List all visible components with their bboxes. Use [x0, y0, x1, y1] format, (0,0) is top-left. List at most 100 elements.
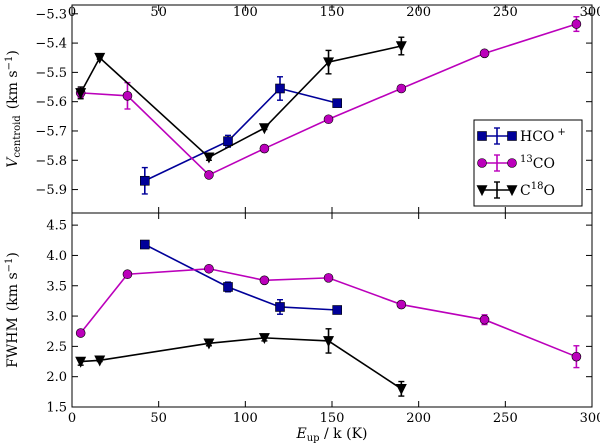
- y-tick-label: −5.7: [35, 124, 67, 139]
- x-tick-label: 250: [493, 411, 518, 426]
- data-point-hco: [140, 175, 150, 186]
- data-point-hco: [223, 136, 233, 147]
- y-axis-label-exp: −1: [4, 258, 15, 273]
- data-point-hco: [140, 239, 150, 250]
- y-axis-label-close: ): [5, 50, 21, 55]
- data-point-c18o: [75, 356, 87, 368]
- legend-label-pre: C: [520, 183, 531, 199]
- data-point-13co: [396, 299, 407, 310]
- y-axis-label: FWHM (km s−1): [4, 252, 21, 368]
- y-tick-label: 3.5: [46, 279, 67, 294]
- y-axis-label-exp: −1: [4, 56, 15, 71]
- x-tick-label-top: 300: [580, 5, 600, 20]
- x-axis-label: Eup / k (K): [295, 426, 367, 444]
- data-point-c18o: [94, 52, 106, 64]
- y-tick-label: −5.4: [35, 37, 67, 52]
- data-point-13co: [122, 91, 133, 101]
- x-tick-label: 0: [68, 411, 76, 426]
- data-point-hco: [332, 305, 343, 315]
- bottom-panel: 1.5 2.0 2.5 3.0 3.5 4.0 4.5 0 50 100 150 200 250 300 F…: [4, 212, 600, 444]
- y-tick-label: −5.5: [35, 66, 67, 81]
- legend-marker-c18o: [476, 185, 488, 197]
- x-tick-label: 150: [320, 411, 345, 426]
- legend-label-sup: 13: [520, 154, 533, 165]
- legend-marker-hco: [507, 131, 517, 141]
- legend-marker-13co: [477, 158, 487, 168]
- data-point-hco: [332, 98, 343, 108]
- data-point-c18o: [75, 88, 87, 100]
- series-line-hco: [144, 243, 338, 311]
- top-panel: −5.9 −5.8 −5.7 −5.6 −5.5 −5.4 −5.3 0 50 100 150 200…: [4, 4, 600, 214]
- x-tick-label: 50: [150, 411, 167, 426]
- y-axis-label-main: FWHM: [5, 317, 21, 368]
- series-line-c18o: [80, 337, 402, 390]
- data-point-c18o: [258, 123, 270, 135]
- data-point-hco: [275, 83, 285, 94]
- series-line-13co: [80, 267, 577, 358]
- x-tick-label: 300: [580, 411, 600, 426]
- data-point-c18o: [203, 152, 215, 164]
- x-axis-label-sub: up: [307, 433, 320, 444]
- legend-marker-c18o: [506, 185, 518, 197]
- data-point-c18o: [258, 333, 270, 345]
- data-point-c18o: [94, 355, 106, 367]
- data-point-c18o: [323, 336, 335, 348]
- x-tick-label-top: 150: [320, 5, 345, 20]
- data-point-13co: [571, 19, 582, 29]
- y-tick-label: −5.8: [35, 154, 67, 169]
- x-tick-label-top: 100: [233, 5, 258, 20]
- y-tick-label: −5.3: [35, 7, 67, 22]
- data-point-c18o: [395, 41, 407, 53]
- legend-label-sup: +: [557, 127, 565, 138]
- data-point-13co: [204, 170, 214, 180]
- data-point-13co: [323, 114, 334, 125]
- y-axis-label-close: ): [5, 252, 21, 257]
- x-axis-label-rest: / k (K): [320, 426, 368, 442]
- y-axis-label-main: V: [5, 156, 21, 168]
- data-point-13co: [323, 273, 334, 283]
- y-tick-label: 4.0: [46, 249, 67, 264]
- data-point-c18o: [203, 338, 215, 350]
- data-point-13co: [479, 314, 490, 325]
- data-point-13co: [259, 143, 270, 154]
- data-point-c18o: [323, 57, 335, 69]
- x-tick-label-top: 50: [150, 5, 167, 20]
- data-point-c18o: [395, 384, 407, 395]
- y-tick-label: 1.5: [46, 401, 67, 416]
- series-line-13co: [80, 23, 577, 176]
- data-point-hco: [223, 282, 233, 292]
- y-tick-label: 2.5: [46, 340, 67, 355]
- data-point-13co: [122, 269, 133, 280]
- legend-label-main: O: [543, 183, 554, 199]
- data-point-13co: [571, 351, 582, 362]
- series-line-hco: [144, 87, 338, 182]
- x-tick-label-top: 200: [406, 5, 431, 20]
- y-axis-label-sub: centroid: [12, 115, 23, 158]
- series-line-c18o: [79, 45, 402, 159]
- y-axis-label-unit: (km s: [5, 70, 21, 109]
- y-tick-label: −5.9: [35, 183, 67, 198]
- data-point-hco: [275, 302, 285, 312]
- legend-marker-13co: [507, 158, 517, 168]
- legend-marker-hco: [477, 131, 487, 141]
- y-axis-label: Vcentroid (km s−1): [4, 50, 23, 168]
- data-point-13co: [479, 48, 490, 59]
- x-tick-label-top: 0: [68, 5, 76, 20]
- legend-label-main: CO: [533, 156, 555, 172]
- legend-label-main: HCO: [520, 129, 554, 145]
- data-point-13co: [396, 83, 407, 94]
- data-point-13co: [259, 275, 270, 286]
- y-tick-label: 4.5: [46, 219, 67, 234]
- x-tick-label: 200: [406, 411, 431, 426]
- data-point-13co: [204, 263, 214, 274]
- x-tick-label-top: 250: [493, 5, 518, 20]
- legend-label-c18o: C18O: [520, 181, 555, 199]
- legend-label-13co: 13CO: [520, 154, 555, 172]
- x-axis-label-main: E: [295, 426, 306, 442]
- legend-label-sup: 18: [531, 181, 544, 192]
- y-tick-label: 3.0: [46, 310, 67, 325]
- x-tick-label: 100: [233, 411, 258, 426]
- y-tick-label: −5.6: [35, 95, 67, 110]
